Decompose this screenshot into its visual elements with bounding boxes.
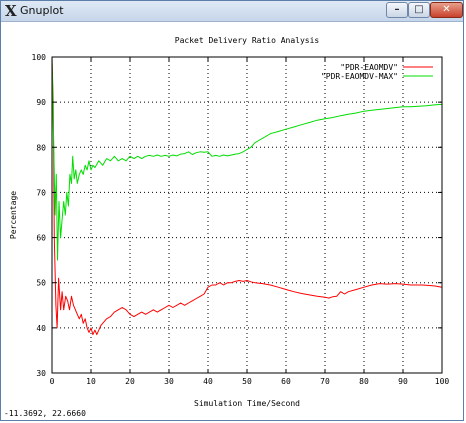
y-tick-label: 50 <box>36 279 46 288</box>
maximize-button[interactable]: □ <box>408 2 430 18</box>
window-title: Gnuplot <box>20 4 64 17</box>
chart-title: Packet Delivery Ratio Analysis <box>175 36 320 45</box>
legend-label-2: "PDR-EAOMDV-MAX" <box>321 72 398 81</box>
y-tick-label: 100 <box>32 53 47 62</box>
x-tick-label: 90 <box>398 377 408 386</box>
minimize-button[interactable]: – <box>386 2 408 18</box>
x-tick-label: 80 <box>359 377 369 386</box>
coordinate-readout: -11.3692, 22.6660 <box>4 409 86 418</box>
x-tick-label: 10 <box>86 377 96 386</box>
chart-area[interactable]: 0 10 20 30 40 50 60 70 80 90 10030405060708090100 … <box>1 21 463 409</box>
x-tick-label: 30 <box>164 377 174 386</box>
y-tick-label: 60 <box>36 234 46 243</box>
legend-label-1: "PDR-EAOMDV" <box>340 63 398 72</box>
series-line-2 <box>51 56 443 261</box>
title-bar[interactable]: X Gnuplot – □ ✕ <box>1 1 463 22</box>
series-layer <box>51 56 443 336</box>
y-axis-label: Percentage <box>9 191 18 239</box>
x-tick-label: 100 <box>435 377 450 386</box>
grid <box>52 57 442 373</box>
y-tick-label: 40 <box>36 324 46 333</box>
close-button[interactable]: ✕ <box>430 2 463 18</box>
x11-icon: X <box>5 2 17 20</box>
x-tick-label: 70 <box>320 377 330 386</box>
x-tick-label: 20 <box>125 377 135 386</box>
legend: "PDR-EAOMDV""PDR-EAOMDV-MAX" <box>321 63 433 81</box>
x-tick-label: 0 <box>50 377 55 386</box>
x-tick-label: 40 <box>203 377 213 386</box>
y-tick-label: 90 <box>36 98 46 107</box>
ticks: 0 10 20 30 40 50 60 70 80 90 100 30 40 50 60 70 80 90 100 <box>32 53 450 386</box>
x-tick-label: 50 <box>242 377 252 386</box>
x-axis-label: Simulation Time/Second <box>194 399 300 408</box>
y-tick-label: 30 <box>36 369 46 378</box>
y-tick-label: 80 <box>36 143 46 152</box>
y-tick-label: 70 <box>36 188 46 197</box>
series-line-1 <box>51 56 443 336</box>
x-tick-label: 60 <box>281 377 291 386</box>
